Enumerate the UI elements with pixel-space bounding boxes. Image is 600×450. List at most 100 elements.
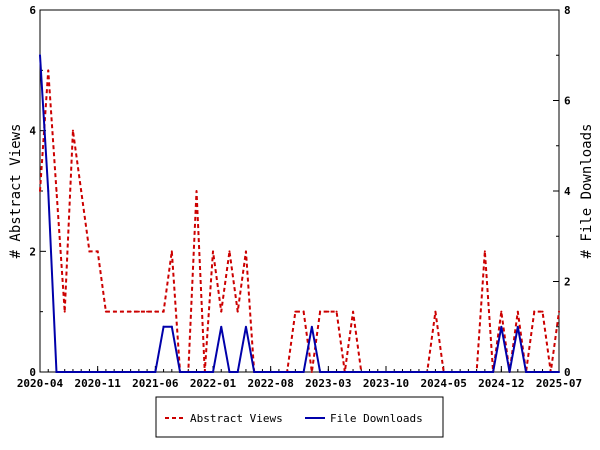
series-line-file-downloads [39,55,559,373]
data-point-file-downloads [475,371,478,373]
data-point-abstract-views [170,250,173,253]
data-point-file-downloads [261,371,264,373]
data-point-file-downloads [55,371,58,373]
data-point-abstract-views [80,190,83,192]
data-point-file-downloads [549,371,552,373]
data-point-file-downloads [146,371,149,373]
legend-label-abstract-views: Abstract Views [190,412,283,425]
data-point-abstract-views [294,310,297,313]
data-point-file-downloads [492,371,495,373]
data-point-abstract-views [121,310,124,313]
y-tick-label-right: 8 [564,4,571,17]
data-point-file-downloads [376,371,379,373]
data-point-abstract-views [212,250,214,253]
data-point-file-downloads [47,190,50,192]
data-point-file-downloads [409,371,412,373]
y-tick-label-left: 4 [29,125,36,138]
x-tick-label: 2020-11 [74,377,121,390]
data-point-abstract-views [319,310,322,313]
data-point-file-downloads [558,371,560,373]
data-point-file-downloads [417,371,420,373]
data-point-file-downloads [80,371,83,373]
y-axis-title-right: # File Downloads [579,124,595,259]
data-point-file-downloads [121,371,124,373]
data-point-file-downloads [352,371,355,373]
data-point-file-downloads [96,371,99,373]
data-point-file-downloads [154,371,157,373]
data-point-abstract-views [137,310,140,313]
legend: Abstract Views File Downloads [155,396,444,438]
data-point-file-downloads [63,371,66,373]
data-point-abstract-views [71,129,74,132]
data-point-file-downloads [525,371,528,373]
data-point-file-downloads [516,325,519,328]
x-tick-label: 2024-12 [478,377,524,390]
data-point-abstract-views [129,310,132,313]
data-point-file-downloads [244,325,247,328]
data-point-file-downloads [269,371,272,373]
data-point-abstract-views [302,310,305,313]
x-tick-label: 2023-03 [305,377,351,390]
data-point-file-downloads [220,325,223,328]
data-point-file-downloads [170,325,173,328]
data-point-file-downloads [39,54,41,57]
axis-ticks: 2020-04 2020-11 2021-06 2022-01 2022-08 2023-… [17,4,582,390]
data-point-file-downloads [442,371,445,373]
data-point-file-downloads [203,371,206,373]
data-point-abstract-views [228,250,231,253]
legend-label-file-downloads: File Downloads [330,412,423,425]
x-tick-label: 2021-06 [132,377,179,390]
data-point-file-downloads [253,371,256,373]
data-point-file-downloads [212,371,214,373]
y-tick-label-right: 4 [564,185,571,198]
data-point-file-downloads [71,371,74,373]
data-point-file-downloads [500,325,503,328]
data-point-abstract-views [220,310,223,313]
data-point-file-downloads [236,371,239,373]
data-point-abstract-views [500,310,503,313]
data-point-file-downloads [162,325,165,328]
data-point-file-downloads [335,371,338,373]
data-point-abstract-views [63,310,66,313]
data-point-file-downloads [294,371,297,373]
y-tick-label-left: 2 [29,245,36,258]
data-point-abstract-views [310,371,313,373]
data-point-file-downloads [343,371,346,373]
x-tick-label: 2025-07 [536,377,582,390]
data-point-abstract-views [113,310,116,313]
y-tick-label-left: 6 [29,4,36,17]
data-point-abstract-views [55,190,58,192]
data-point-abstract-views [483,250,486,253]
data-point-abstract-views [39,190,41,192]
data-point-file-downloads [368,371,371,373]
data-point-abstract-views [516,310,519,313]
x-tick-label: 2022-08 [247,377,293,390]
data-point-file-downloads [508,371,511,373]
legend-box [155,396,444,438]
data-point-file-downloads [113,371,116,373]
data-point-file-downloads [286,371,289,373]
x-tick-label: 2020-04 [17,377,64,390]
data-point-file-downloads [385,371,387,373]
y-tick-label-right: 2 [564,276,571,289]
data-point-file-downloads [310,325,313,328]
data-point-abstract-views [434,310,437,313]
data-point-abstract-views [244,250,247,253]
x-tick-label: 2024-05 [420,377,466,390]
data-point-abstract-views [236,310,239,313]
data-point-file-downloads [195,371,198,373]
series-line-abstract-views [39,70,560,373]
x-tick-label: 2023-10 [363,377,409,390]
data-point-abstract-views [146,310,149,313]
data-point-file-downloads [104,371,107,373]
y-tick-label-right: 6 [564,95,571,108]
data-point-abstract-views [327,310,330,313]
data-point-file-downloads [327,371,330,373]
data-point-file-downloads [277,371,280,373]
data-point-file-downloads [434,371,437,373]
data-point-file-downloads [360,371,363,373]
data-point-abstract-views [47,69,50,72]
data-point-abstract-views [533,310,536,313]
data-point-file-downloads [137,371,140,373]
data-point-file-downloads [541,371,544,373]
